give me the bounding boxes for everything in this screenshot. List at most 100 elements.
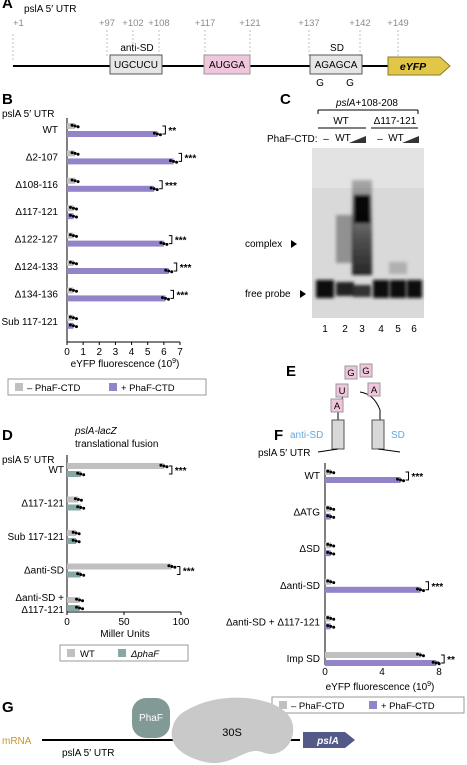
significance-mark: ** [168,126,176,137]
position-label: +102 [122,18,143,29]
x-tick-label: 7 [177,347,183,358]
legend-f-minus-label: – PhaF-CTD [291,701,344,712]
significance-mark: *** [165,181,177,192]
category-label: Δanti-SD + [15,593,64,604]
panel-d-title: pslA-lacZ [74,426,118,437]
bar-b [67,131,158,137]
position-label: +142 [349,18,370,29]
psla-label: pslA [316,736,339,747]
position-markers: +1 +97 +102 +108 +117 +121 +137 +142 +149 [13,18,409,56]
x-tick-label: 0 [322,667,328,678]
panel-c-label: C [280,91,291,108]
bar-b [67,471,81,477]
phaf-label: PhaF [139,713,163,724]
category-label: Δ108-116 [15,180,58,191]
lane-number: 5 [395,324,401,335]
position-label: +137 [298,18,319,29]
lane-number: 6 [411,324,417,335]
chart-b-xlabel: eYFP fluorescence (109) [71,358,180,370]
bar-b [67,158,174,165]
nucleotide-letter: G [362,366,369,377]
legend-f-plus-label: + PhaF-CTD [381,701,435,712]
legend-minus-swatch [15,383,23,391]
legend-minus-label: – PhaF-CTD [27,383,80,394]
category-label: Δanti-SD [24,566,64,577]
panel-b-label: B [2,91,13,108]
panel-b: B pslA 5′ UTR 0 1 2 3 4 5 6 7 WT ** Δ2-107 *** Δ108-… [1,91,207,396]
bar-b [67,295,166,302]
nucleotide-letter: G [347,368,354,379]
x-tick-label: 0 [64,347,70,358]
category-label: Δ117-121 [15,207,58,218]
x-tick-label: 5 [145,347,151,358]
position-label: +97 [99,18,115,29]
gel-dash-2: – [377,134,383,145]
nucleotide-letter: A [334,401,341,412]
x-tick-label: 50 [118,617,130,628]
phaf-protein [132,698,170,738]
panel-a: A pslA 5′ UTR +1 +97 +102 +108 +117 +121 +137 +… [2,0,451,89]
category-label: Δ117-121 [21,605,64,616]
panel-f-label: F [274,427,283,444]
legend-wt-label: WT [80,649,95,660]
panel-d: D pslA-lacZ translational fusion pslA 5′… [2,426,195,662]
x-tick-label: 8 [436,667,442,678]
x-tick-label: 0 [64,617,70,628]
category-label: ΔSD [299,544,320,555]
panel-d-utr: pslA 5′ UTR [2,455,54,466]
augga-sequence: AUGGA [209,60,245,71]
legend-f-plus-swatch [369,701,377,709]
significance-mark: *** [175,236,187,247]
nucleotide-box [335,383,349,398]
eyfp-arrow [387,56,451,76]
legend-phaf-swatch [118,649,126,657]
chart-f: 0 4 8 WT *** ΔATG ΔSD Δanti-SD *** Δanti-SD + Δ11… [226,463,455,678]
chart-b-legend [7,378,207,396]
position-label: +1 [13,18,24,29]
legend-plus-swatch [109,383,117,391]
lane-number: 3 [359,324,365,335]
anti-sd-label: anti-SD [120,43,153,54]
significance-mark: ** [447,655,455,666]
stem-loop-nucleotides: UG GAA [330,363,381,413]
bar-a [325,652,421,658]
legend-f-minus-swatch [279,701,287,709]
bar-b [67,504,81,511]
mutation-g-1: G [316,78,324,89]
panel-e: E UG GAA anti-SD SD [286,363,405,453]
category-label: WT [42,125,58,136]
legend-wt-swatch [67,649,75,657]
chart-d: 0 50 100 WT *** Δ117-121 Sub 117-121 Δanti-SD **… [7,455,195,628]
chart-d-xlabel: Miller Units [100,629,149,640]
panel-b-title: pslA 5′ UTR [2,109,54,120]
stem-sd-label: SD [391,430,405,441]
nucleotide-box [344,365,358,380]
bar-a [67,597,80,603]
gel-free-probe-label: free probe [245,289,291,300]
significance-mark: *** [183,567,195,578]
category-label: Δ2-107 [26,152,59,163]
nucleotide-letter: U [339,386,346,397]
position-label: +149 [387,18,408,29]
panel-a-label: A [2,0,13,12]
bar-b [325,660,437,666]
bar-a [67,463,164,469]
category-label: Sub 117-121 [7,532,64,543]
g-utr-label: pslA 5′ UTR [62,748,114,759]
category-label: Sub 117-121 [1,317,58,328]
panel-g-label: G [2,699,14,716]
category-label: ΔATG [294,508,321,519]
category-label: Δanti-SD [280,581,320,592]
category-label: WT [48,465,64,476]
sd-box [309,54,363,75]
psla-arrow [303,732,355,748]
bar-a [67,530,77,536]
significance-mark: *** [180,263,192,274]
panel-g: G mRNA pslA 5′ UTR 30S PhaF pslA [2,697,355,764]
bar-b [67,571,81,578]
lane-number: 4 [378,324,384,335]
stem-left [331,419,345,450]
position-label: +121 [239,18,260,29]
